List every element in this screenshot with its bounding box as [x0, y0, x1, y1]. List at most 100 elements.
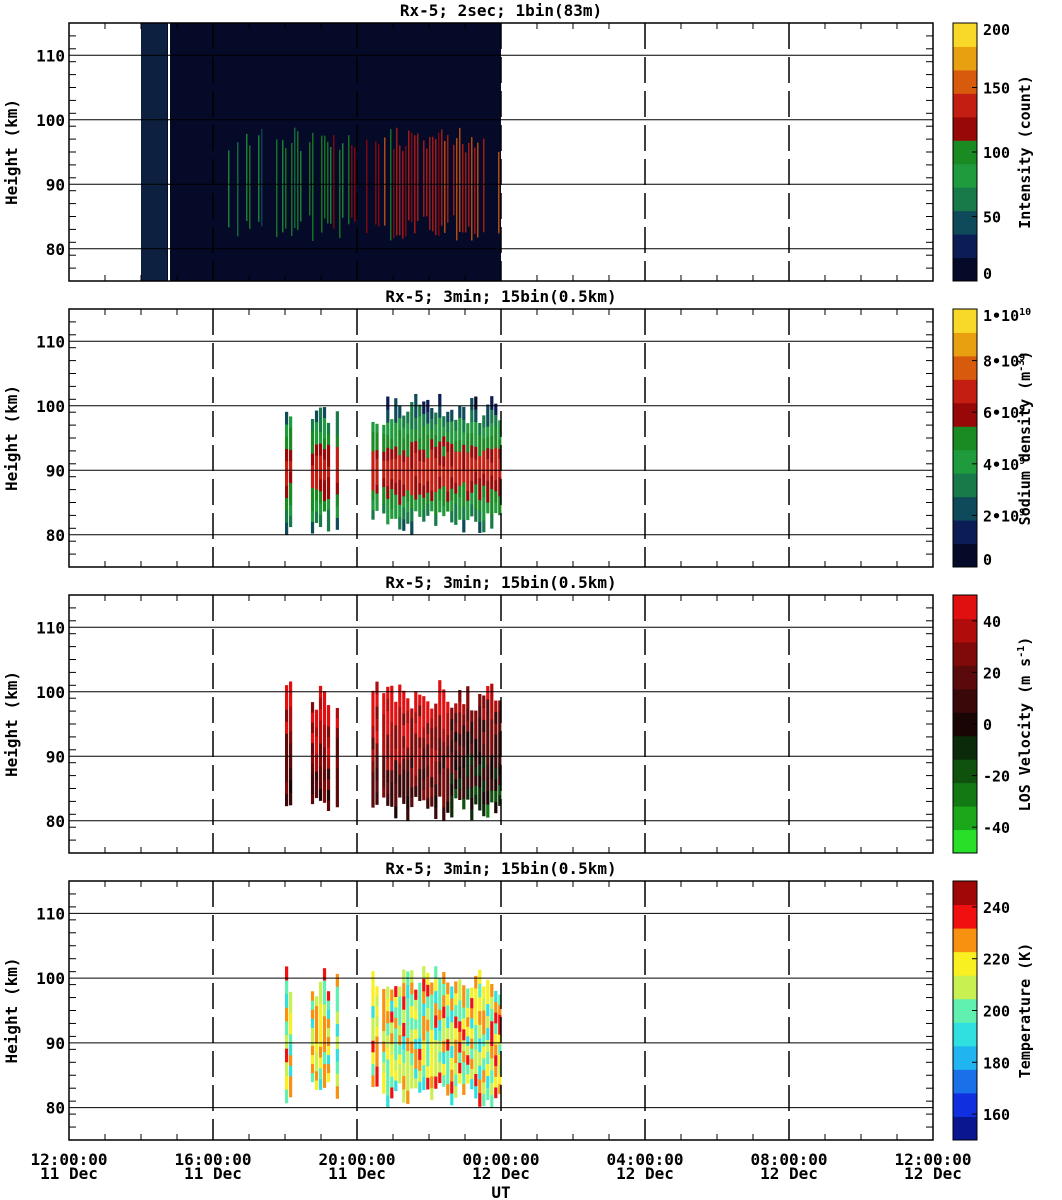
data-cell — [410, 970, 414, 983]
data-cell — [470, 797, 474, 810]
data-cell — [446, 982, 450, 995]
data-cell — [318, 1067, 323, 1080]
colorbar-band — [953, 975, 977, 1000]
data-cell — [318, 1003, 323, 1015]
data-cell — [430, 480, 434, 491]
data-cell — [314, 477, 319, 490]
data-cell — [438, 680, 442, 693]
data-cell — [426, 1019, 430, 1032]
data-cell — [322, 713, 327, 725]
data-cell — [310, 1009, 315, 1019]
data-cell — [462, 714, 466, 726]
data-cell — [466, 1045, 470, 1056]
data-cell — [474, 496, 478, 510]
data-cell — [418, 482, 422, 495]
data-cell — [478, 499, 482, 512]
data-cell — [382, 424, 386, 435]
data-cell — [375, 743, 379, 756]
data-column — [402, 151, 404, 239]
data-column — [459, 127, 461, 232]
data-cell — [410, 441, 414, 456]
data-cell — [285, 1075, 289, 1090]
data-cell — [285, 966, 289, 981]
data-cell — [326, 433, 331, 445]
data-cell — [442, 1006, 446, 1019]
data-cell — [289, 1065, 293, 1077]
data-cell — [289, 1086, 293, 1098]
data-cell — [494, 734, 498, 746]
data-cell — [314, 444, 319, 456]
data-cell — [430, 747, 434, 758]
data-cell — [375, 755, 379, 768]
data-cell — [498, 731, 502, 743]
data-column — [471, 137, 473, 241]
data-cell — [474, 433, 478, 447]
data-cell — [438, 1051, 442, 1063]
data-cell — [394, 759, 398, 772]
data-cell — [434, 761, 438, 774]
data-cell — [285, 1089, 289, 1104]
data-cell — [371, 971, 375, 984]
data-cell — [446, 481, 450, 492]
data-cell — [414, 701, 418, 713]
data-cell — [478, 466, 482, 479]
data-cell — [326, 726, 331, 738]
data-cell — [442, 702, 446, 717]
data-cell — [335, 757, 339, 768]
data-cell — [310, 510, 315, 523]
data-cell — [382, 724, 386, 736]
data-cell — [386, 710, 390, 723]
data-cell — [402, 438, 406, 451]
data-cell — [418, 726, 422, 738]
data-cell — [474, 738, 478, 749]
data-cell — [410, 1076, 414, 1089]
data-cell — [498, 763, 502, 775]
data-cell — [430, 428, 434, 440]
data-cell — [371, 499, 375, 510]
data-column — [228, 150, 230, 228]
data-cell — [289, 482, 293, 495]
data-cell — [326, 1000, 331, 1010]
data-cell — [434, 446, 438, 459]
data-cell — [398, 1005, 402, 1016]
data-cell — [322, 769, 327, 781]
data-cell — [478, 433, 482, 446]
data-cell — [402, 690, 406, 703]
y-tick-label: 100 — [36, 111, 65, 130]
data-cell — [375, 779, 379, 793]
data-cell — [402, 780, 406, 793]
data-cell — [486, 686, 490, 700]
data-cell — [322, 735, 327, 748]
data-cell — [375, 1016, 379, 1027]
colorbar-band — [953, 473, 977, 498]
data-cell — [454, 788, 458, 799]
data-cell — [386, 793, 390, 806]
data-cell — [474, 396, 478, 410]
data-cell — [335, 434, 339, 448]
data-column — [405, 145, 407, 237]
data-cell — [318, 455, 323, 468]
data-cell — [394, 494, 398, 507]
data-cell — [470, 409, 474, 422]
data-cell — [494, 745, 498, 758]
data-cell — [335, 493, 339, 507]
data-cell — [474, 1012, 478, 1026]
data-cell — [335, 777, 339, 788]
data-cell — [422, 727, 426, 739]
data-cell — [482, 1022, 486, 1035]
data-cell — [430, 737, 434, 749]
colorbar-band — [953, 332, 977, 357]
data-cell — [318, 478, 323, 492]
data-cell — [478, 786, 482, 799]
data-cell — [422, 473, 426, 486]
data-cell — [470, 721, 474, 733]
data-cell — [285, 793, 289, 807]
colorbar-band — [953, 520, 977, 545]
colorbar-tick-label: 180 — [983, 1054, 1010, 1072]
data-column — [324, 135, 326, 219]
data-cell — [474, 719, 478, 730]
data-cell — [310, 1000, 315, 1010]
data-cell — [418, 705, 422, 717]
data-cell — [322, 479, 327, 491]
data-cell — [318, 1024, 323, 1037]
